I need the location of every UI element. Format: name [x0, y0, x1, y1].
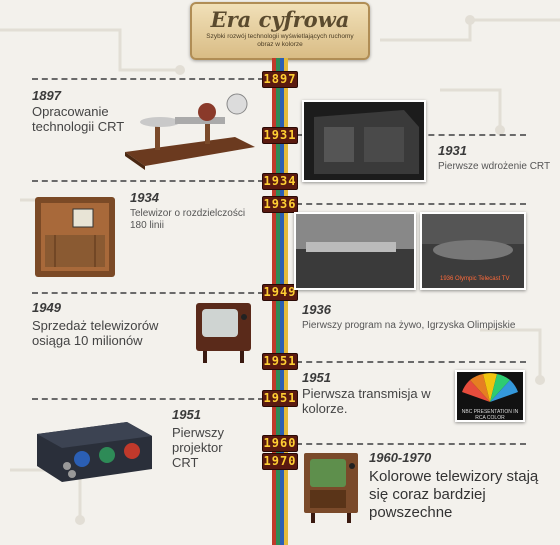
connector-line: [296, 443, 526, 445]
timeline-spine: [272, 58, 288, 545]
connector-line: [296, 361, 526, 363]
crt-projector-image: [37, 422, 152, 482]
event-year: 1949: [32, 300, 61, 315]
title-banner: Era cyfrowa Szybki rozwój technologii wy…: [190, 2, 370, 60]
color-tv-image: [304, 453, 358, 523]
year-badge: 1897: [262, 71, 298, 88]
event-description: Pierwszy program na żywo, Igrzyska Olimp…: [302, 320, 516, 331]
year-badge: 1951: [262, 390, 298, 407]
nbc-peacock-image: NBC PRESENTATION IN RCA COLOR: [455, 370, 525, 422]
crt-prototype-image: [125, 93, 255, 170]
olympics-photo-left: [294, 212, 416, 290]
event-year: 1931: [438, 143, 467, 158]
event-year: 1936: [302, 302, 331, 317]
year-badge: 1970: [262, 453, 298, 470]
wooden-tv-image: [35, 197, 115, 277]
photo-caption: 1936 Olympic Telecast TV: [440, 276, 510, 282]
connector-line: [32, 398, 264, 400]
event-year: 1934: [130, 190, 159, 205]
connector-line: [32, 292, 264, 294]
tv-1949-image: [196, 303, 251, 363]
event-description: Telewizor o rozdzielczości 180 linii: [130, 208, 246, 231]
connector-line: [32, 180, 264, 182]
event-year: 1897: [32, 88, 61, 103]
event-description: Pierwsze wdrożenie CRT: [438, 161, 551, 172]
connector-line: [296, 203, 526, 205]
photo-caption: NBC PRESENTATION IN RCA COLOR: [461, 409, 519, 421]
year-badge: 1960: [262, 435, 298, 452]
early-tv-photo: [302, 100, 426, 182]
event-description: Sprzedaż telewizorów osiąga 10 milionów: [32, 318, 159, 348]
event-year: 1960-1970: [369, 450, 432, 465]
year-badge: 1951: [262, 353, 298, 370]
year-badge: 1931: [262, 127, 298, 144]
event-description: Pierwsza transmisja w kolorze.: [302, 386, 431, 416]
page-title: Era cyfrowa: [210, 7, 350, 32]
event-description: Opracowanie technologii CRT: [32, 104, 125, 134]
event-year: 1951: [172, 407, 201, 422]
connector-line: [32, 78, 264, 80]
year-badge: 1934: [262, 173, 298, 190]
olympics-photo-right: [420, 212, 526, 290]
event-description: Pierwszy projektor CRT: [172, 425, 225, 470]
event-year: 1951: [302, 370, 331, 385]
year-badge: 1936: [262, 196, 298, 213]
event-description: Kolorowe telewizory stają się coraz bard…: [369, 468, 539, 521]
year-badge: 1949: [262, 284, 298, 301]
page-subtitle: Szybki rozwój technologii wyświetlającyc…: [206, 33, 354, 48]
